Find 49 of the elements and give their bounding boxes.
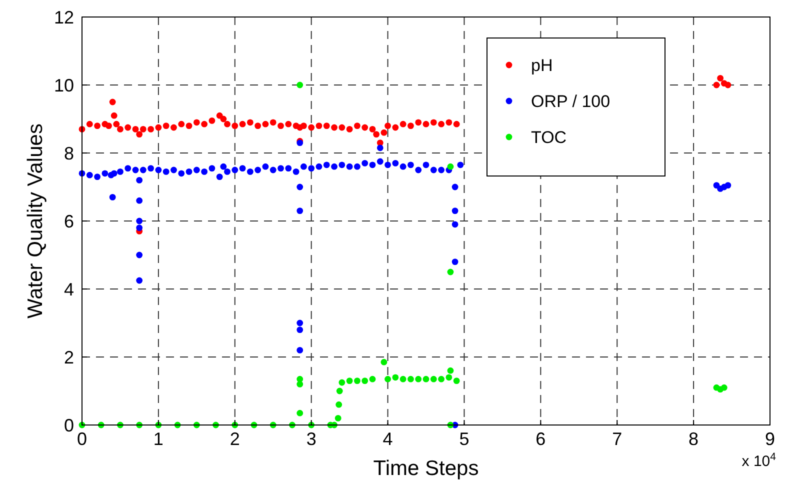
y-tick-label: 0 (64, 415, 74, 436)
point (453, 378, 460, 384)
y-tick-label: 12 (54, 7, 74, 28)
point (296, 82, 304, 88)
x-tick-label: 8 (688, 429, 699, 449)
point (720, 384, 728, 391)
x-tick-label: 9 (764, 429, 776, 449)
point (362, 378, 368, 384)
point (334, 415, 342, 422)
y-tick-label: 8 (64, 143, 74, 164)
point (447, 163, 454, 170)
point (380, 358, 388, 366)
x-tick-label: 3 (306, 429, 316, 449)
point (338, 379, 346, 386)
y-tick-label: 4 (64, 279, 74, 300)
point (369, 376, 376, 382)
point (415, 376, 422, 382)
point (408, 376, 414, 382)
y-tick-label: 10 (54, 75, 74, 96)
point (422, 376, 430, 382)
x-tick-label: 6 (536, 429, 546, 449)
x-tick-label: 7 (612, 429, 622, 449)
point (392, 374, 399, 381)
y-tick-label: 6 (64, 211, 74, 232)
legend-label: pH (531, 56, 553, 75)
point (447, 268, 454, 276)
legend-label: TOC (531, 128, 567, 147)
point (400, 376, 406, 382)
text: x 10$^{4}$ (742, 451, 776, 470)
point (296, 381, 304, 388)
x-tick-label: 5 (459, 429, 470, 449)
point (296, 410, 304, 416)
x-tick-label: 2 (230, 429, 240, 449)
x-axis-title: Time Steps (373, 457, 479, 480)
point (447, 367, 454, 374)
point (384, 376, 391, 382)
point (336, 388, 343, 394)
point (354, 378, 360, 384)
point (438, 376, 444, 382)
x-tick-label: 1 (153, 429, 164, 449)
x-tick-label: 0 (76, 429, 88, 449)
x-tick-label: 4 (382, 429, 393, 449)
point (430, 376, 437, 382)
point (446, 374, 452, 381)
point (346, 378, 353, 384)
y-tick-label: 2 (64, 347, 74, 368)
legend-label: ORP / 100 (531, 92, 610, 111)
point (336, 401, 342, 408)
y-axis-title: Water Quality Values (24, 124, 47, 318)
